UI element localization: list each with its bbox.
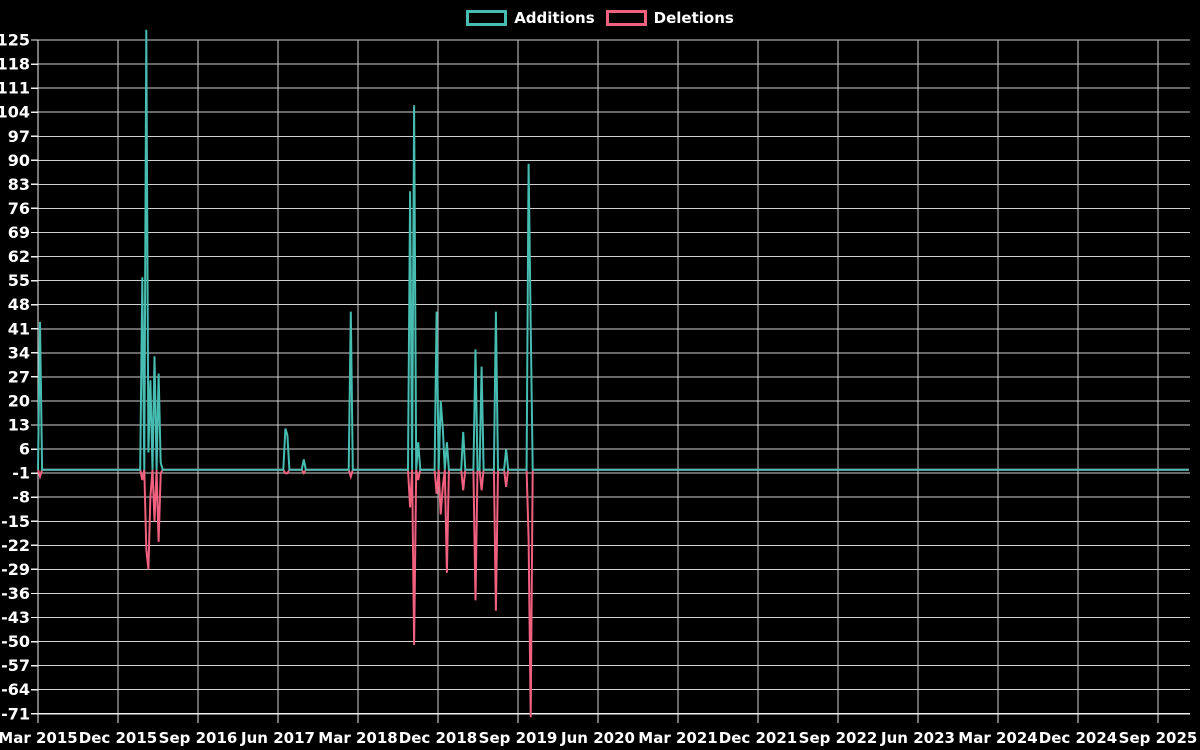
deletions-swatch-icon [605, 10, 647, 26]
y-tick-label: 27 [8, 367, 30, 386]
y-tick-label: -15 [1, 512, 30, 531]
y-tick-label: 111 [0, 79, 30, 98]
x-tick-label: Jun 2023 [880, 729, 955, 747]
x-tick-label: Sep 2025 [1119, 729, 1198, 747]
additions-swatch-icon [466, 10, 508, 26]
additions-line[interactable] [37, 29, 1189, 471]
legend-item-deletions[interactable]: Deletions [605, 9, 734, 27]
x-tick-label: Sep 2022 [799, 729, 878, 747]
y-tick-label: 48 [8, 295, 30, 314]
x-tick-label: Dec 2018 [399, 729, 478, 747]
y-tick-label: -50 [1, 632, 30, 651]
y-tick-label: 83 [8, 175, 30, 194]
y-tick-label: 6 [19, 440, 30, 459]
x-tick-label: Mar 2015 [0, 729, 78, 747]
y-tick-label: 55 [8, 271, 30, 290]
y-tick-label: 125 [0, 31, 30, 50]
y-tick-label: 118 [0, 55, 30, 74]
y-tick-labels: 125 118 111 104 97 90 83 76 69 62 55 48 41 34 27 20 13 6 -… [0, 31, 30, 724]
legend-item-additions[interactable]: Additions [466, 9, 595, 27]
y-tick-label: 13 [8, 416, 30, 435]
y-tick-label: -1 [12, 464, 30, 483]
y-tick-label: 76 [8, 199, 30, 218]
x-tick-label: Sep 2016 [159, 729, 238, 747]
x-tick-label: Dec 2015 [79, 729, 158, 747]
y-tick-label: 20 [8, 392, 30, 411]
y-tick-label: 97 [8, 127, 30, 146]
y-tick-label: 104 [0, 103, 30, 122]
y-tick-label: -36 [1, 584, 30, 603]
y-tick-label: 90 [8, 151, 30, 170]
y-tick-label: -29 [1, 560, 30, 579]
y-tick-label: 34 [8, 343, 30, 362]
x-tick-label: Mar 2024 [958, 729, 1037, 747]
x-tick-label: Sep 2019 [479, 729, 558, 747]
y-tick-label: -8 [12, 488, 30, 507]
axes [31, 39, 1190, 723]
x-tick-label: Dec 2024 [1039, 729, 1118, 747]
x-tick-label: Jun 2017 [240, 729, 315, 747]
y-tick-label: -43 [1, 608, 30, 627]
x-tick-label: Jun 2020 [560, 729, 635, 747]
y-tick-label: -71 [1, 704, 30, 723]
x-tick-label: Mar 2021 [638, 729, 717, 747]
y-tick-label: 62 [8, 247, 30, 266]
gridlines [37, 39, 1190, 715]
y-tick-label: 69 [8, 223, 30, 242]
chart-legend: Additions Deletions [0, 9, 1200, 27]
legend-label-additions: Additions [514, 9, 595, 27]
y-tick-label: -22 [1, 536, 30, 555]
x-tick-labels: Mar 2015 Dec 2015 Sep 2016 Jun 2017 Mar 2018… [0, 729, 1197, 747]
y-tick-label: -57 [1, 656, 30, 675]
y-tick-label: -64 [1, 680, 30, 699]
x-tick-label: Mar 2018 [318, 729, 397, 747]
x-tick-label: Dec 2021 [719, 729, 798, 747]
legend-label-deletions: Deletions [653, 9, 734, 27]
y-tick-label: 41 [8, 319, 30, 338]
